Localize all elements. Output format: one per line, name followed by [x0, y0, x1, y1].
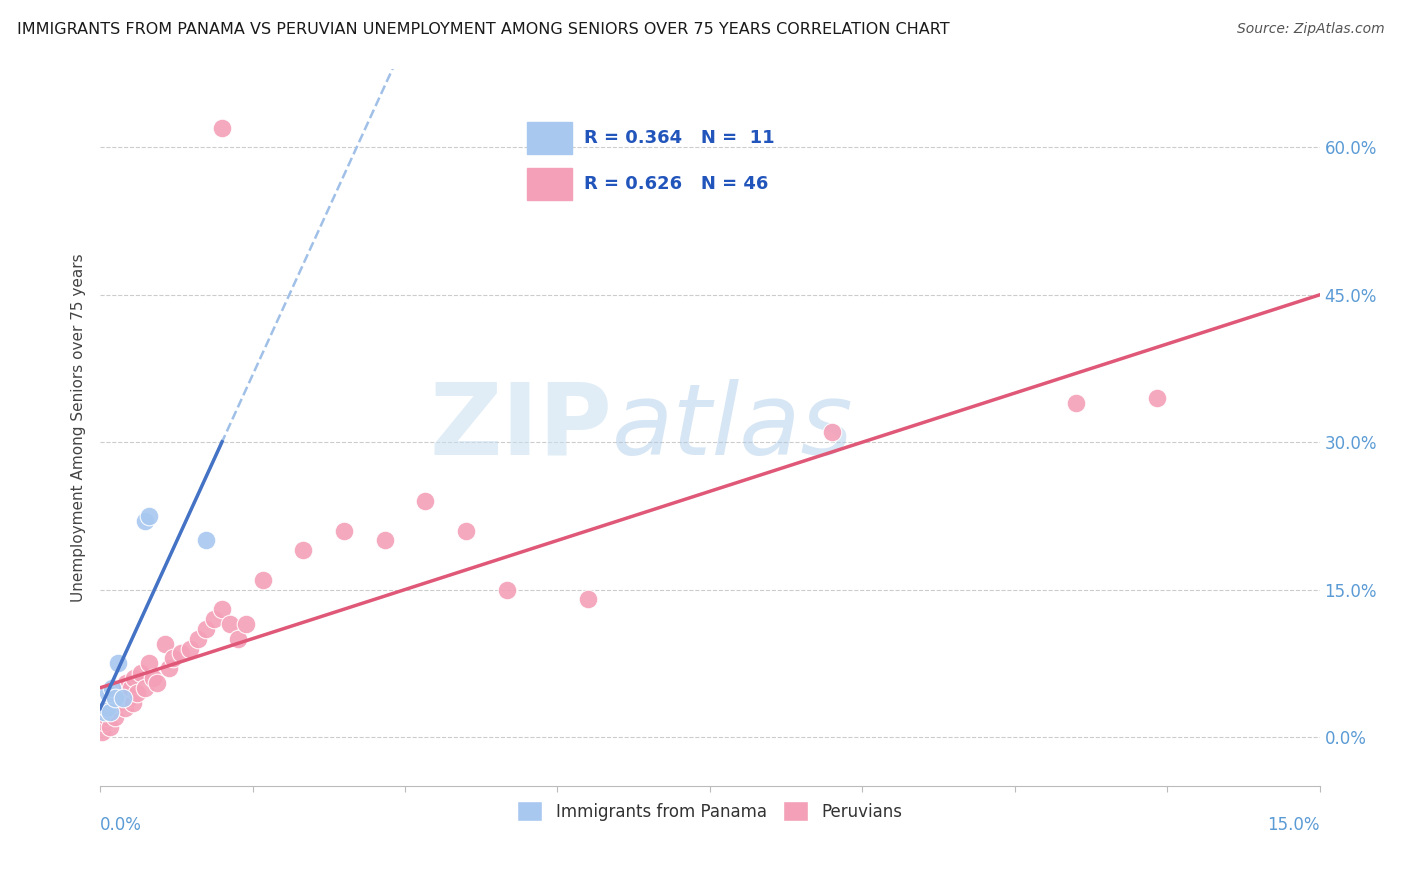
Point — [96, 700, 118, 714]
Text: Source: ZipAtlas.com: Source: ZipAtlas.com — [1237, 22, 1385, 37]
Point — [162, 651, 184, 665]
Point — [90, 725, 112, 739]
Point — [107, 657, 129, 671]
Point — [138, 508, 160, 523]
Point — [235, 617, 257, 632]
Point — [219, 617, 242, 632]
Point — [1064, 396, 1087, 410]
Point — [170, 647, 193, 661]
Point — [96, 710, 118, 724]
Point — [134, 681, 156, 695]
Point — [495, 582, 517, 597]
Point — [93, 706, 115, 720]
Point — [134, 514, 156, 528]
Point — [138, 657, 160, 671]
Point — [104, 690, 127, 705]
Point — [115, 676, 138, 690]
Point — [107, 696, 129, 710]
Point — [114, 700, 136, 714]
Point — [101, 681, 124, 695]
Legend: Immigrants from Panama, Peruvians: Immigrants from Panama, Peruvians — [510, 795, 910, 828]
Text: 15.0%: 15.0% — [1267, 815, 1320, 834]
Point — [157, 661, 180, 675]
Point — [187, 632, 209, 646]
Y-axis label: Unemployment Among Seniors over 75 years: Unemployment Among Seniors over 75 years — [72, 253, 86, 602]
Point — [576, 592, 599, 607]
Point — [211, 602, 233, 616]
Point — [117, 690, 139, 705]
Text: 0.0%: 0.0% — [100, 815, 142, 834]
Point — [142, 671, 165, 685]
Point — [111, 681, 134, 695]
Point — [104, 710, 127, 724]
Point — [111, 690, 134, 705]
Point — [194, 533, 217, 548]
Point — [98, 720, 121, 734]
Point — [228, 632, 250, 646]
Point — [374, 533, 396, 548]
Point — [194, 622, 217, 636]
Point — [110, 690, 132, 705]
Point — [252, 573, 274, 587]
Point — [98, 706, 121, 720]
Point — [454, 524, 477, 538]
Point — [120, 681, 142, 695]
Point — [211, 120, 233, 135]
Text: atlas: atlas — [612, 379, 853, 475]
Text: IMMIGRANTS FROM PANAMA VS PERUVIAN UNEMPLOYMENT AMONG SENIORS OVER 75 YEARS CORR: IMMIGRANTS FROM PANAMA VS PERUVIAN UNEMP… — [17, 22, 949, 37]
Point — [129, 666, 152, 681]
Point — [93, 715, 115, 730]
Point — [202, 612, 225, 626]
Point — [333, 524, 356, 538]
Point — [105, 686, 128, 700]
Point — [97, 686, 120, 700]
Text: ZIP: ZIP — [429, 379, 612, 475]
Point — [97, 706, 120, 720]
Point — [124, 671, 146, 685]
Point — [179, 641, 201, 656]
Point — [125, 686, 148, 700]
Point — [821, 425, 844, 440]
Point — [101, 700, 124, 714]
Point — [121, 696, 143, 710]
Point — [292, 543, 315, 558]
Point — [1146, 391, 1168, 405]
Point — [415, 494, 437, 508]
Point — [146, 676, 169, 690]
Point — [153, 637, 176, 651]
